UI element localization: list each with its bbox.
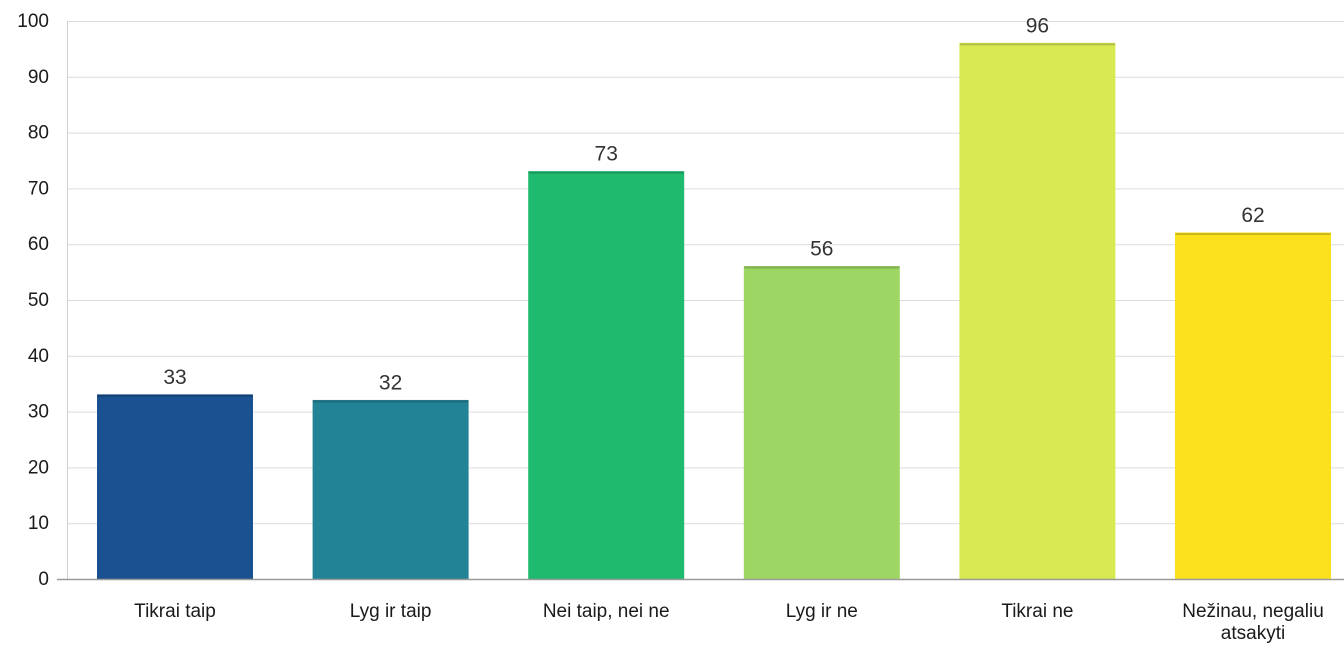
data-label: 32 <box>379 371 402 394</box>
bar <box>1175 232 1331 580</box>
category-label-line: Lyg ir taip <box>350 601 432 622</box>
y-tick-label: 80 <box>28 123 49 144</box>
data-label: 62 <box>1241 204 1264 227</box>
bars <box>97 42 1331 580</box>
category-label-line: Nežinau, negaliu <box>1182 601 1324 622</box>
category-label: Lyg ir taip <box>350 601 432 622</box>
category-label-line: atsakyti <box>1221 623 1285 644</box>
category-label: Nei taip, nei ne <box>543 601 670 622</box>
y-tick-label: 100 <box>17 11 49 32</box>
gridlines <box>67 21 1344 525</box>
bar <box>743 266 900 580</box>
bar <box>312 399 469 580</box>
axes <box>57 21 1344 581</box>
bar <box>97 394 253 580</box>
data-label: 73 <box>595 143 618 166</box>
category-label-line: Lyg ir ne <box>786 601 858 622</box>
y-tick-label: 20 <box>28 457 49 478</box>
y-tick-label: 30 <box>28 402 49 423</box>
y-tick-label: 70 <box>28 178 49 199</box>
category-label: Lyg ir ne <box>786 601 858 622</box>
y-tick-label: 60 <box>28 234 49 255</box>
y-tick-label: 10 <box>28 513 49 534</box>
category-label: Tikrai taip <box>134 601 216 622</box>
data-label: 96 <box>1026 14 1049 37</box>
y-tick-label: 50 <box>28 290 49 311</box>
category-label: Nežinau, negaliu atsakyti <box>1182 601 1324 644</box>
bar <box>528 171 685 580</box>
category-label: Tikrai ne <box>1001 601 1073 622</box>
y-tick-label: 90 <box>28 67 49 88</box>
y-tick-label: 40 <box>28 346 49 367</box>
labels: 0 10 20 30 40 50 60 70 80 90 100 33 Tikrai taip 32 Lyg… <box>17 11 1323 644</box>
category-label-line: Tikrai ne <box>1001 601 1073 622</box>
bar <box>959 42 1116 580</box>
category-label-line: Nei taip, nei ne <box>543 601 670 622</box>
y-tick-label: 0 <box>38 569 49 590</box>
category-label-line: Tikrai taip <box>134 601 216 622</box>
data-label: 33 <box>163 366 186 389</box>
data-label: 56 <box>810 238 833 261</box>
